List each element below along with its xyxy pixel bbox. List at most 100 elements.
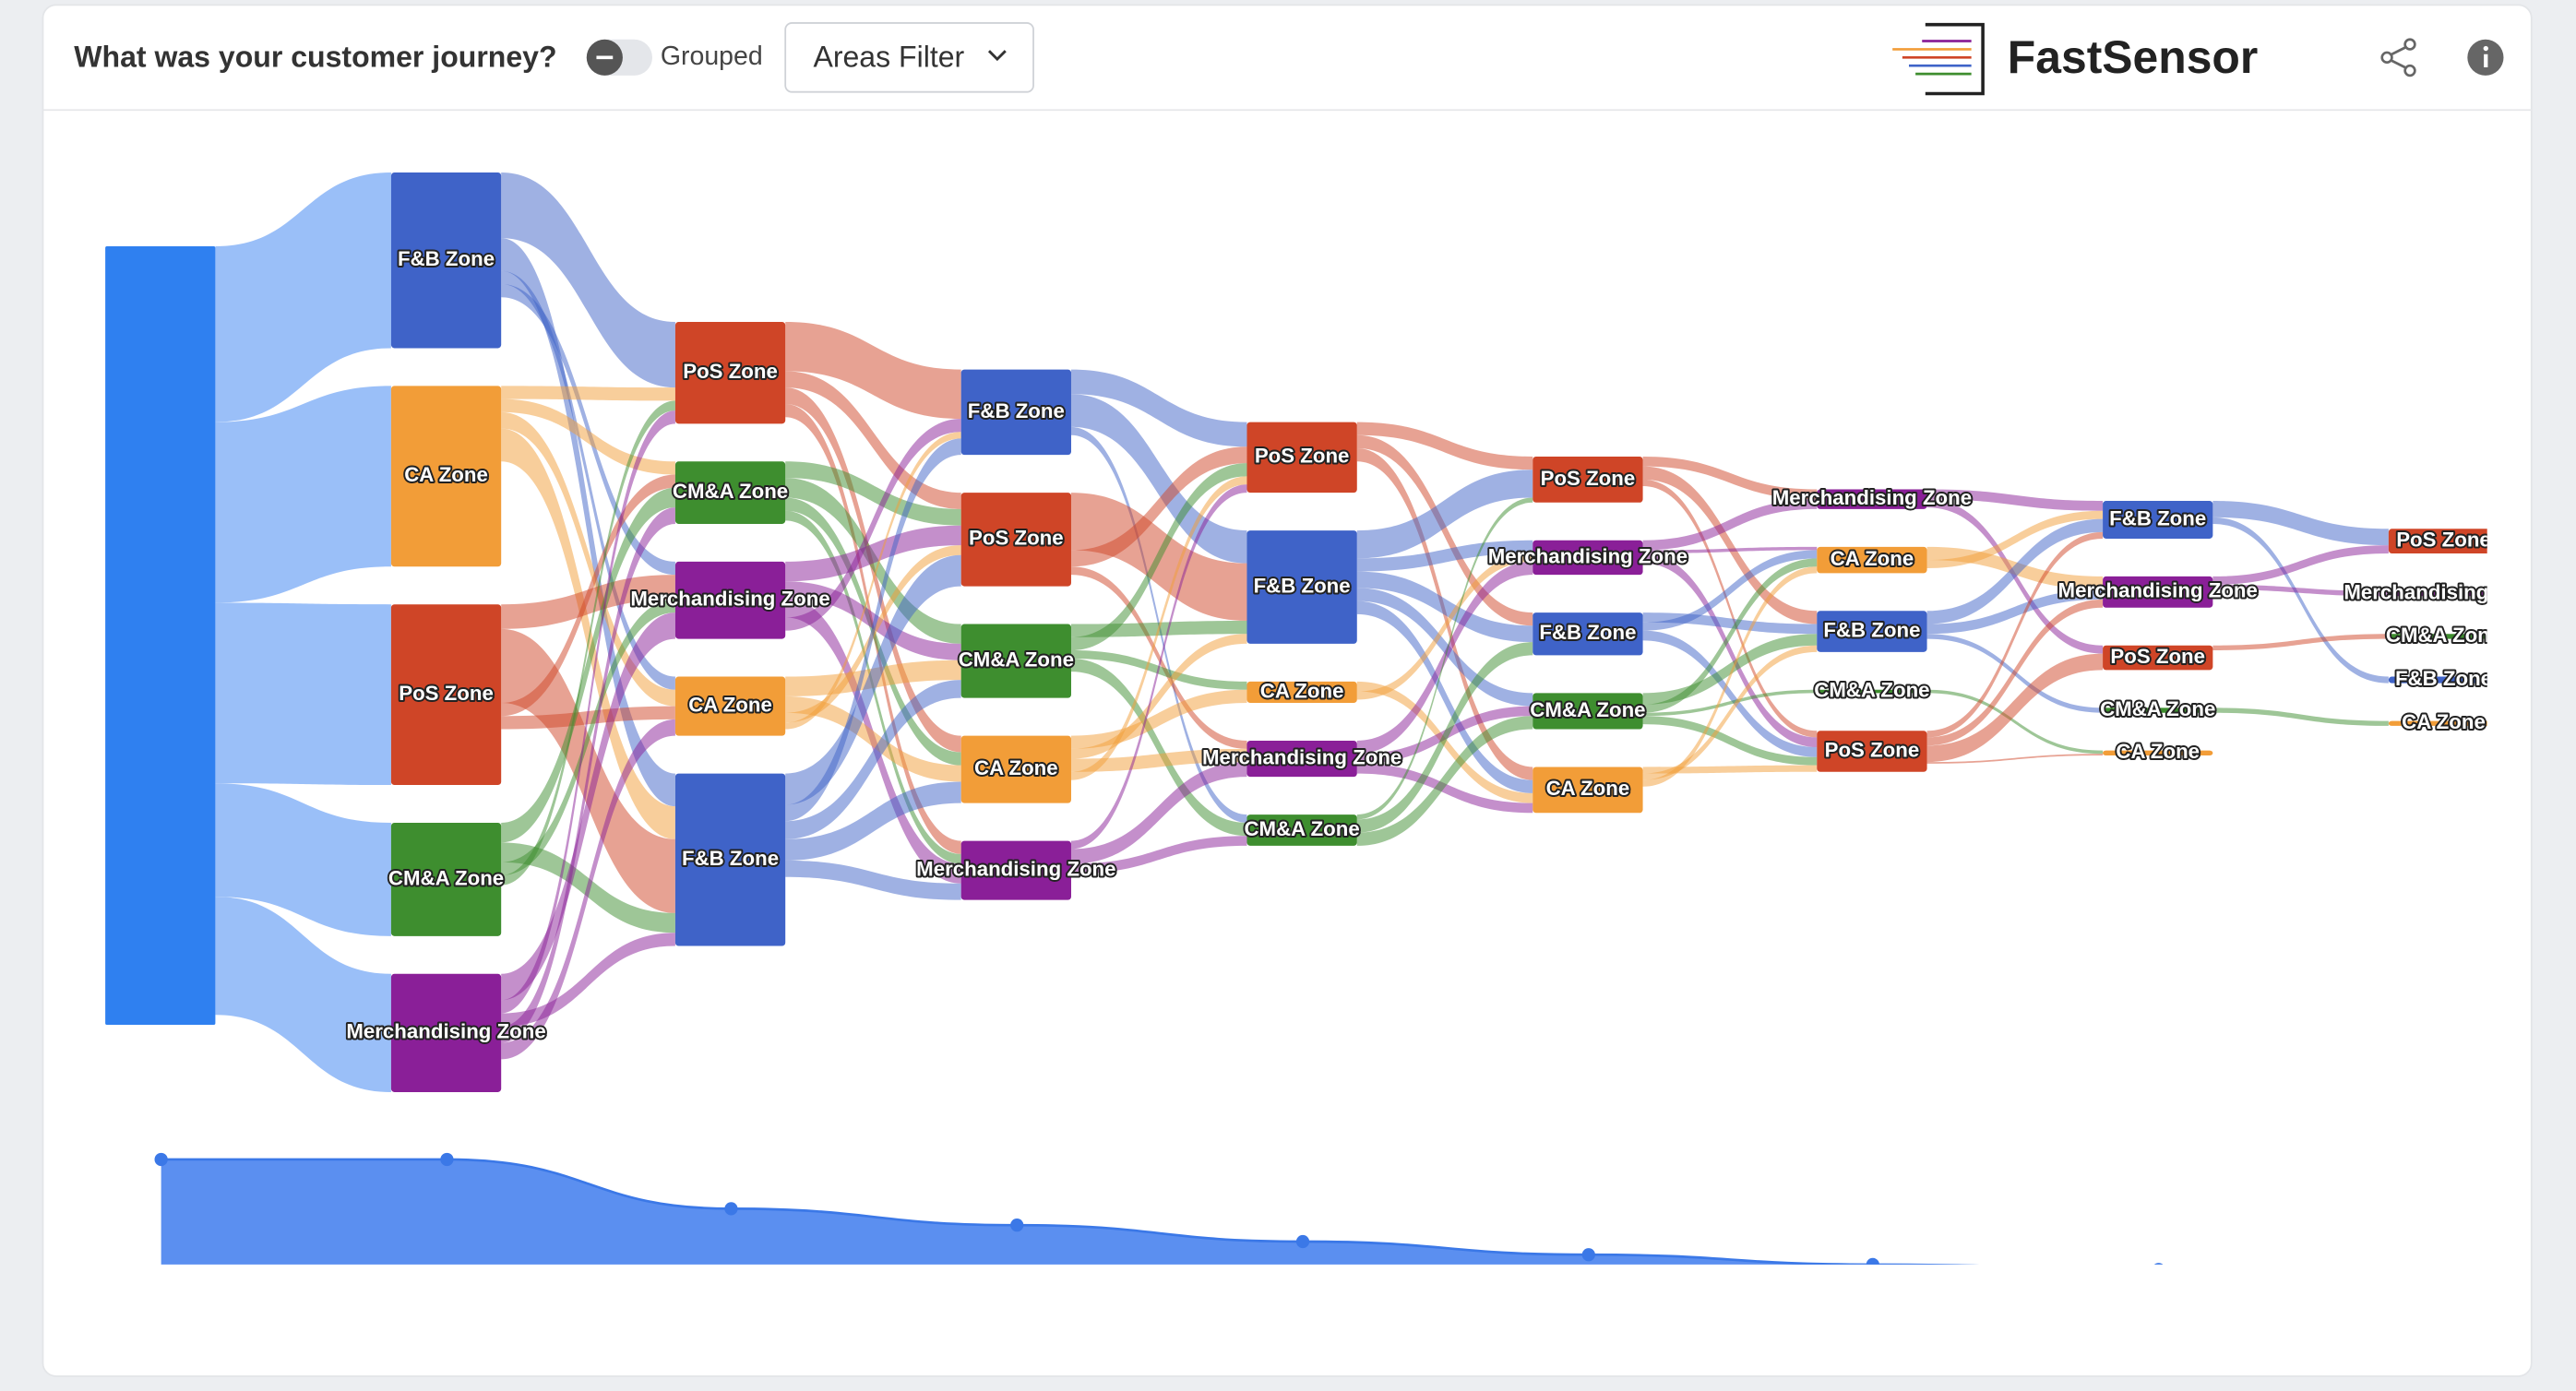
- zone-node: [2388, 590, 2487, 597]
- flow-link: [501, 270, 675, 690]
- flow-link: [1356, 434, 1533, 626]
- zone-label: Merchandising Zone: [1202, 745, 1401, 768]
- flow-link: [2212, 584, 2389, 597]
- zone-node: [1246, 814, 1357, 846]
- toggle-label: Grouped: [661, 42, 763, 71]
- flow-link: [1356, 716, 1533, 846]
- flow-link: [785, 321, 961, 420]
- zone-label: F&B Zone: [682, 847, 779, 870]
- zone-node: [105, 246, 216, 1025]
- flow-link: [1356, 571, 1533, 643]
- links: [215, 172, 2389, 1092]
- trend-point: [1581, 1248, 1595, 1262]
- trend-point: [154, 1152, 168, 1167]
- flow-link: [1070, 634, 1247, 759]
- zone-label: CM&A Zone: [1245, 817, 1360, 840]
- zone-node: [2103, 501, 2213, 539]
- flow-link: [785, 781, 961, 861]
- zone-label: CA Zone: [688, 693, 772, 716]
- zone-label: CM&A Zone: [1814, 678, 1929, 701]
- zone-node: [960, 624, 1071, 698]
- zone-node: [2103, 576, 2213, 608]
- zone-node: [2388, 634, 2487, 639]
- flow-link: [1356, 540, 1533, 572]
- zone-node: [674, 321, 786, 424]
- flow-link: [501, 487, 675, 843]
- flow-link: [2212, 707, 2389, 726]
- flow-link: [1070, 762, 1247, 864]
- zone-label: CA Zone: [1546, 777, 1630, 800]
- flow-link: [1070, 463, 1247, 651]
- flow-link: [785, 438, 961, 822]
- flow-link: [501, 284, 675, 576]
- flow-link: [2212, 634, 2389, 651]
- flow-link: [215, 783, 391, 936]
- zone-node: [1246, 740, 1357, 778]
- flow-link: [1642, 553, 1818, 748]
- trend-point: [724, 1202, 738, 1216]
- zone-label: F&B Zone: [968, 399, 1065, 422]
- flow-link: [1356, 497, 1533, 820]
- zone-node: [1532, 693, 1643, 730]
- flow-link: [215, 386, 391, 603]
- zone-node: [390, 386, 502, 567]
- zone-node: [1817, 731, 1927, 772]
- zone-label: PoS Zone: [399, 682, 494, 705]
- flow-link: [501, 172, 675, 388]
- zone-node: [1246, 681, 1357, 704]
- info-button[interactable]: [2467, 39, 2504, 76]
- brand-name: FastSensor: [2008, 31, 2258, 83]
- flow-link: [1642, 634, 1818, 705]
- trend-point: [1866, 1257, 1879, 1265]
- zone-node: [390, 172, 502, 349]
- flow-link: [1356, 642, 1533, 833]
- zone-label: CM&A Zone: [1530, 698, 1645, 721]
- flow-link: [1642, 716, 1818, 766]
- zone-label: Merchandising Zone: [346, 1020, 545, 1043]
- flow-link: [1642, 645, 1818, 780]
- zone-node: [2388, 676, 2487, 684]
- trend-point: [440, 1152, 454, 1167]
- flow-link: [785, 419, 961, 631]
- flow-link: [501, 238, 675, 807]
- flow-link: [2212, 545, 2389, 585]
- brand-logo: [1892, 22, 1985, 96]
- flow-link: [1926, 518, 2104, 624]
- zone-label: F&B Zone: [1823, 618, 1920, 641]
- flow-link: [1642, 558, 1818, 713]
- zone-label: PoS Zone: [1541, 467, 1636, 490]
- flow-link: [1070, 476, 1247, 780]
- flow-link: [1356, 553, 1533, 700]
- zone-label: CA Zone: [2402, 710, 2486, 733]
- zone-label: Merchandising Zone: [916, 857, 1115, 880]
- flow-link: [1070, 394, 1247, 564]
- flow-link: [1356, 600, 1533, 793]
- flow-link: [785, 371, 961, 509]
- zone-label: PoS Zone: [2396, 529, 2491, 552]
- flow-link: [1926, 599, 2104, 746]
- flow-link: [1926, 589, 2104, 635]
- zone-node: [2103, 750, 2213, 755]
- flow-link: [1642, 765, 1818, 774]
- zone-label: PoS Zone: [1255, 445, 1350, 468]
- flow-link: [1642, 689, 1818, 717]
- trend-point: [2153, 1263, 2164, 1265]
- share-button[interactable]: [2380, 38, 2416, 77]
- flow-link: [1070, 446, 1247, 567]
- flow-link: [501, 400, 675, 886]
- filter-button[interactable]: Areas Filter: [784, 22, 1034, 93]
- zone-node: [1532, 456, 1643, 503]
- flow-link: [501, 474, 675, 717]
- flow-link: [1642, 630, 1818, 757]
- flow-link: [1642, 550, 1818, 631]
- zone-label: CM&A Zone: [959, 648, 1074, 671]
- toggle[interactable]: [586, 39, 652, 76]
- zone-node: [674, 676, 786, 736]
- zone-node: [2103, 707, 2213, 713]
- flow-link: [215, 897, 391, 1092]
- zone-node: [1817, 489, 1927, 509]
- zone-node: [1817, 546, 1927, 574]
- flow-link: [785, 860, 961, 900]
- zone-label: CA Zone: [974, 756, 1058, 779]
- zone-label: CA Zone: [1260, 679, 1344, 702]
